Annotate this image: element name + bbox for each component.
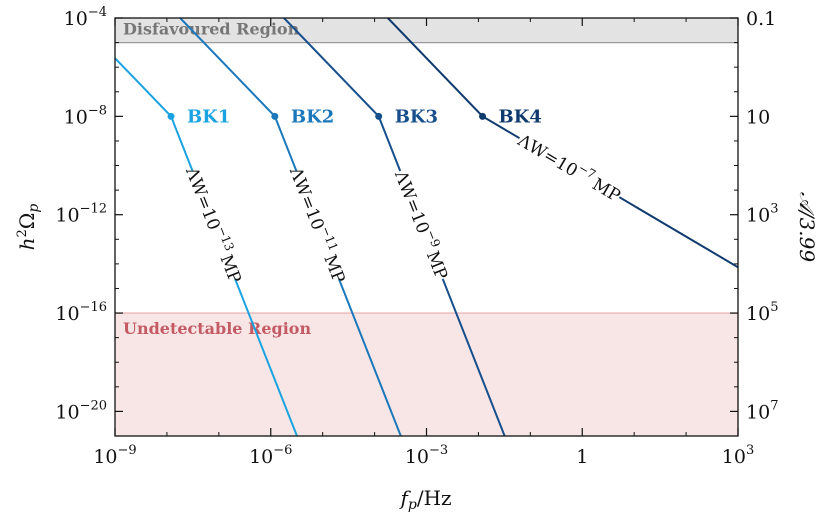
line-labels: ΛW=10−13MP ΛW=10−11MP ΛW=10−9MP ΛW=10−7MP [181, 127, 626, 286]
series-marker [375, 112, 383, 120]
y-tick-label: 10−16 [55, 300, 107, 325]
series-markers: BK1 BK2 BK3 BK4 [167, 106, 542, 127]
y-tick-label: 10−12 [55, 202, 107, 227]
series-marker [479, 112, 487, 120]
x-tick-label: 10−6 [249, 443, 292, 468]
region-band [115, 313, 738, 436]
series-marker [167, 112, 175, 120]
svg-text:ΛW=10−13MP: ΛW=10−13MP [181, 162, 249, 286]
y-tick-label: 10−8 [64, 103, 107, 128]
x-tick-label: 1 [576, 446, 588, 468]
svg-text:ΛW=10−7MP: ΛW=10−7MP [513, 127, 625, 207]
y-axis-title: h2Ωp [15, 204, 42, 251]
line-label: ΛW=10−9MP [389, 166, 455, 284]
x-tick-label: 10−3 [405, 443, 448, 468]
x-axis-title: fp/Hz [398, 486, 451, 513]
region-label: Undetectable Region [123, 319, 311, 338]
y2-axis-title: 𝒜/3.99 [795, 192, 819, 262]
regions: Disfavoured Region Undetectable Region [115, 18, 738, 436]
ticks: 10−9 10−6 10−3 1 103 10−4 10−8 10−12 10−16 10−20 0… [55, 5, 778, 468]
series-name: BK2 [291, 106, 334, 127]
y-tick-label: 10−4 [64, 5, 107, 30]
region-label: Disfavoured Region [123, 20, 300, 39]
y2-tick-label: 103 [746, 202, 778, 227]
series-line [387, 18, 738, 269]
y2-tick-label: 0.1 [746, 8, 776, 30]
svg-text:ΛW=10−9MP: ΛW=10−9MP [390, 166, 455, 283]
y-tick-label: 10−20 [55, 398, 107, 423]
line-label: ΛW=10−7MP [513, 127, 626, 208]
series-name: BK3 [395, 106, 438, 127]
series-marker [271, 112, 279, 120]
x-tick-label: 10−9 [93, 443, 136, 468]
y2-tick-label: 10 [746, 106, 770, 128]
y2-tick-label: 105 [746, 300, 778, 325]
x-tick-label: 103 [722, 443, 754, 468]
y2-tick-label: 107 [746, 398, 778, 423]
line-label: ΛW=10−13MP [181, 162, 249, 286]
series-name: BK1 [187, 106, 230, 127]
series-name: BK4 [499, 106, 542, 127]
svg-text:ΛW=10−11MP: ΛW=10−11MP [285, 162, 353, 286]
line-label: ΛW=10−11MP [285, 162, 353, 286]
